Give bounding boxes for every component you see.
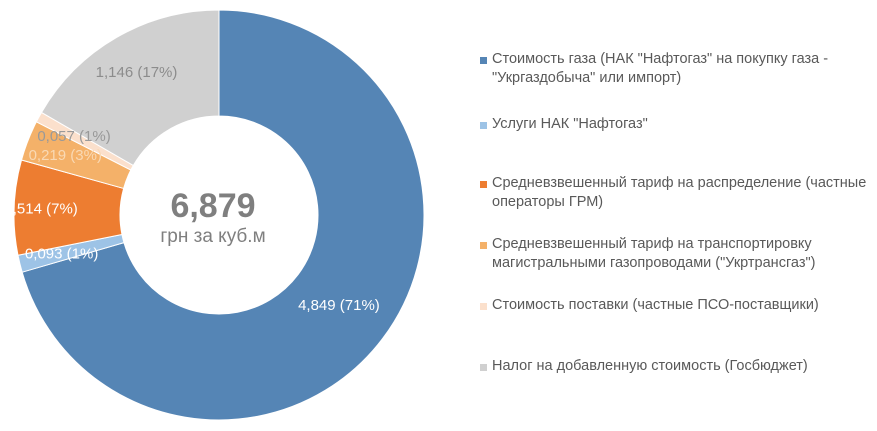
legend-swatch xyxy=(480,57,487,64)
legend-item-transport-tariff: Средневзвешенный тариф на транспортировк… xyxy=(480,235,870,273)
legend-label: Средневзвешенный тариф на распределение … xyxy=(492,175,867,210)
slice-data-label: 0,219 (3%) xyxy=(29,147,102,164)
slice-data-label: 0,057 (1%) xyxy=(37,128,110,145)
center-total-value: 6,879 xyxy=(170,187,255,225)
legend-label: Налог на добавленную стоимость (Госбюдже… xyxy=(492,358,808,374)
legend-item-naftogaz-services: Услуги НАК "Нафтогаз" xyxy=(480,115,648,134)
legend-item-distribution-tariff: Средневзвешенный тариф на распределение … xyxy=(480,174,870,212)
legend-item-gas-cost: Стоимость газа (НАК "Нафтогаз" на покупк… xyxy=(480,50,870,88)
legend-item-supply-cost: Стоимость поставки (частные ПСО-поставщи… xyxy=(480,296,819,315)
legend-label: Стоимость поставки (частные ПСО-поставщи… xyxy=(492,297,819,313)
center-unit-label: грн за куб.м xyxy=(160,226,265,247)
slice-data-label: 1,146 (17%) xyxy=(96,64,178,81)
legend-swatch xyxy=(480,303,487,310)
legend-swatch xyxy=(480,364,487,371)
legend-label: Средневзвешенный тариф на транспортировк… xyxy=(492,236,816,271)
legend-label: Услуги НАК "Нафтогаз" xyxy=(492,116,648,132)
data-labels: 4,849 (71%) 0,093 (1%) 0,514 (7%) 0,219 (3%… xyxy=(4,64,379,314)
legend-label: Стоимость газа (НАК "Нафтогаз" на покупк… xyxy=(492,51,829,86)
legend-swatch xyxy=(480,242,487,249)
slice-data-label: 0,514 (7%) xyxy=(4,200,77,217)
legend-swatch xyxy=(480,122,487,129)
donut-hole xyxy=(120,116,318,314)
slice-data-label: 0,093 (1%) xyxy=(25,246,98,263)
legend-item-vat: Налог на добавленную стоимость (Госбюдже… xyxy=(480,357,808,376)
slice-data-label: 4,849 (71%) xyxy=(298,297,380,314)
legend-swatch xyxy=(480,181,487,188)
